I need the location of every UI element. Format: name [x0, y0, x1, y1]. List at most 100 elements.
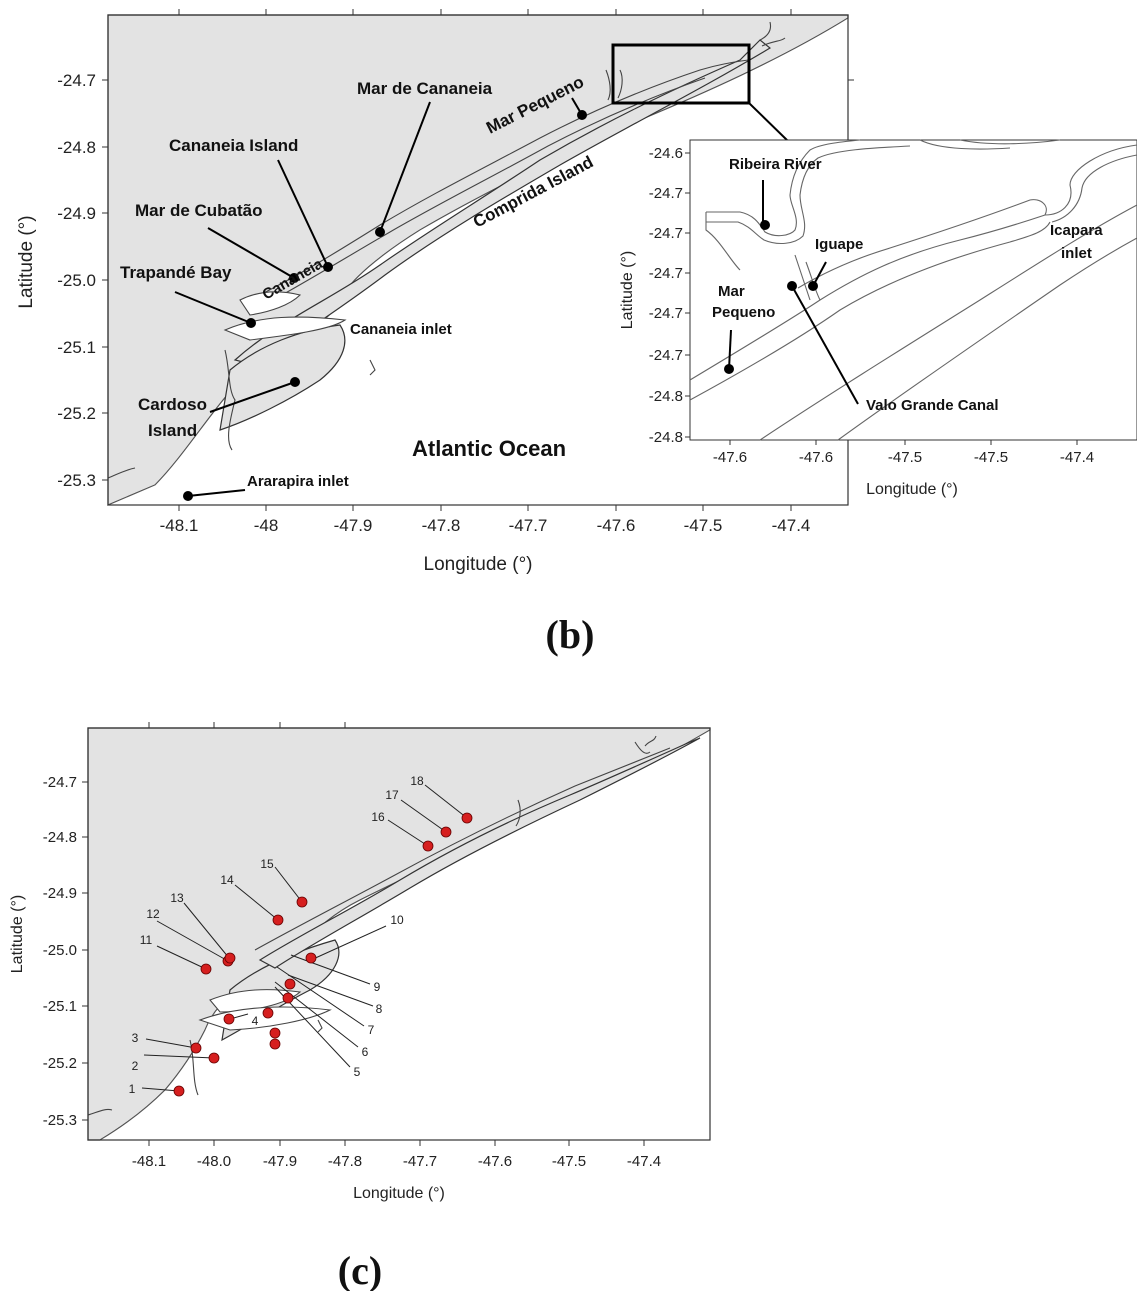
x-tick: -47.4: [772, 516, 811, 535]
mar-pequeno-point: [577, 110, 587, 120]
inset-y-ticks: -24.6 -24.7 -24.7 -24.7 -24.7 -24.7 -24.…: [649, 145, 683, 446]
label-atlantic-ocean: Atlantic Ocean: [412, 436, 566, 461]
x-tick: -47.7: [403, 1153, 437, 1170]
ribeira-river-point: [760, 220, 770, 230]
panel-b-inset: Ribeira River Iguape Icapara inlet Mar P…: [619, 139, 1137, 498]
label-icapara-line1: Icapara: [1050, 222, 1103, 239]
label-mar-pequeno-inset-line1: Mar: [718, 283, 745, 300]
station-marker-10: [305, 952, 317, 964]
station-number: 16: [371, 810, 385, 824]
cardoso-island-point: [290, 377, 300, 387]
panel-c-x-ticks: -48.1 -48.0 -47.9 -47.8 -47.7 -47.6 -47.…: [132, 1153, 661, 1170]
station-marker-15: [296, 896, 308, 908]
station-number: 5: [354, 1065, 361, 1079]
label-trapande-bay: Trapandé Bay: [120, 263, 232, 282]
y-tick: -25.2: [43, 1055, 77, 1072]
station-marker-8: [282, 992, 294, 1004]
cardoso-island: [219, 324, 346, 431]
y-tick: -25.1: [57, 338, 96, 357]
x-tick: -47.9: [334, 516, 373, 535]
station-number: 4: [252, 1014, 259, 1028]
y-tick: -24.8: [43, 829, 77, 846]
label-mar-de-cananeia: Mar de Cananeia: [357, 79, 493, 98]
y-tick: -24.9: [57, 204, 96, 223]
station-marker-13: [224, 952, 236, 964]
station-number: 9: [374, 980, 381, 994]
station-number: 8: [376, 1002, 383, 1016]
station-number: 12: [146, 907, 160, 921]
panel-b-x-ticks: -48.1 -48 -47.9 -47.8 -47.7 -47.6 -47.5 …: [160, 516, 811, 535]
y-tick: -24.7: [57, 71, 96, 90]
label-mar-de-cubatao: Mar de Cubatão: [135, 201, 263, 220]
x-tick: -47.5: [552, 1153, 586, 1170]
inset-x-tick: -47.5: [888, 449, 922, 466]
station-marker-11: [200, 963, 212, 975]
mar-de-cananeia-point: [375, 227, 385, 237]
inset-y-axis-label: Latitude (°): [619, 251, 636, 329]
ararapira-inlet-point: [183, 491, 193, 501]
x-tick: -47.6: [478, 1153, 512, 1170]
mar-pequeno-inset-point: [724, 364, 734, 374]
iguape-point: [808, 281, 818, 291]
inset-y-tick: -24.7: [649, 305, 683, 322]
y-tick: -24.9: [43, 885, 77, 902]
x-tick: -47.8: [422, 516, 461, 535]
y-tick: -25.0: [57, 271, 96, 290]
x-tick: -48: [254, 516, 279, 535]
inset-x-tick: -47.5: [974, 449, 1008, 466]
inset-connector-line: [748, 102, 791, 144]
cananeia-island-point: [323, 262, 333, 272]
inset-y-tick: -24.7: [649, 225, 683, 242]
label-iguape: Iguape: [815, 236, 863, 253]
comprida-island: [233, 39, 772, 366]
inset-x-ticks: -47.6 -47.6 -47.5 -47.5 -47.4: [713, 449, 1094, 466]
label-cardoso-line2: Island: [148, 421, 197, 440]
label-ararapira-inlet: Ararapira inlet: [247, 473, 349, 490]
inset-y-tick: -24.8: [649, 429, 683, 446]
label-valo-grande-canal: Valo Grande Canal: [866, 397, 999, 414]
x-tick: -47.8: [328, 1153, 362, 1170]
station-marker-16: [422, 840, 434, 852]
panel-b-y-axis-label: Latitude (°): [16, 215, 37, 308]
mar-de-cubatao-point: [289, 273, 299, 283]
station-number: 17: [385, 788, 399, 802]
station-number: 10: [390, 913, 404, 927]
station-marker-18: [461, 812, 473, 824]
station-number: 14: [220, 873, 234, 887]
valo-grande-canal-point: [787, 281, 797, 291]
y-tick: -25.0: [43, 942, 77, 959]
station-marker-2: [208, 1052, 220, 1064]
y-tick: -25.2: [57, 404, 96, 423]
station-marker-3: [190, 1042, 202, 1054]
y-tick: -24.7: [43, 774, 77, 791]
station-marker-17: [440, 826, 452, 838]
y-tick: -24.8: [57, 138, 96, 157]
station-number: 18: [410, 774, 424, 788]
station-marker-1: [173, 1085, 185, 1097]
x-tick: -47.9: [263, 1153, 297, 1170]
station-marker-9: [284, 978, 296, 990]
label-cananeia-island: Cananeia Island: [169, 136, 298, 155]
inset-y-tick: -24.7: [649, 185, 683, 202]
y-tick: -25.3: [57, 471, 96, 490]
station-marker-14: [272, 914, 284, 926]
station-marker-7: [262, 1007, 274, 1019]
x-tick: -47.7: [509, 516, 548, 535]
x-tick: -48.1: [132, 1153, 166, 1170]
panel-b-annotations: [174, 97, 587, 501]
station-number: 7: [368, 1023, 375, 1037]
station-markers: [173, 812, 473, 1097]
inset-y-tick: -24.8: [649, 388, 683, 405]
panel-b-y-ticks: -24.7 -24.8 -24.9 -25.0 -25.1 -25.2 -25.…: [57, 71, 96, 490]
station-number: 3: [132, 1031, 139, 1045]
label-ribeira-river: Ribeira River: [729, 156, 822, 173]
station-marker-5: [269, 1038, 281, 1050]
panel-c-x-axis-label: Longitude (°): [353, 1185, 445, 1202]
inset-y-tick: -24.7: [649, 347, 683, 364]
station-marker-6: [269, 1027, 281, 1039]
panel-b-label: (b): [546, 612, 595, 657]
panel-b-x-axis-label: Longitude (°): [424, 554, 533, 575]
inset-x-axis-label: Longitude (°): [866, 481, 958, 498]
inset-y-tick: -24.6: [649, 145, 683, 162]
label-cardoso-line1: Cardoso: [138, 395, 207, 414]
